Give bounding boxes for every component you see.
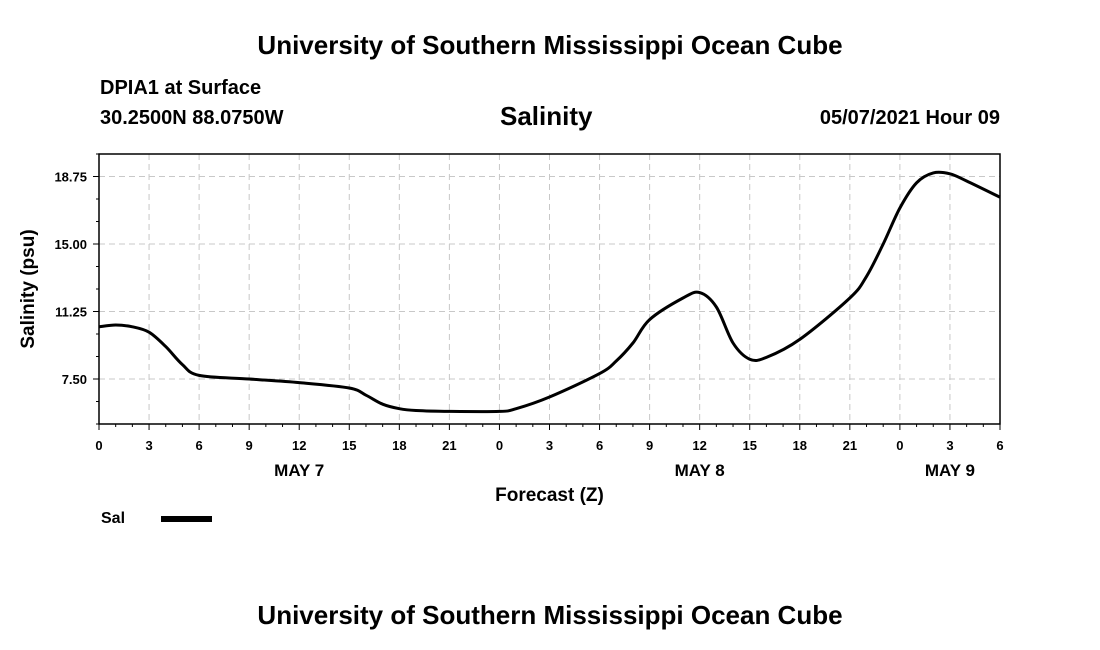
data-point <box>498 410 500 412</box>
x-tick-label: 15 <box>342 438 356 453</box>
data-point <box>515 408 517 410</box>
data-point <box>448 410 450 412</box>
x-tick-label: 18 <box>392 438 406 453</box>
data-point <box>198 374 200 376</box>
data-point <box>615 360 617 362</box>
y-tick-label: 18.75 <box>54 170 87 185</box>
data-point <box>98 326 100 328</box>
x-tick-label: 3 <box>546 438 553 453</box>
x-tick-label: 9 <box>246 438 253 453</box>
x-tick-label: 0 <box>496 438 503 453</box>
data-point <box>298 381 300 383</box>
data-point <box>698 291 700 293</box>
data-point <box>365 394 367 396</box>
data-point <box>114 324 116 326</box>
data-point <box>148 331 150 333</box>
data-point <box>965 180 967 182</box>
x-tick-label: 12 <box>692 438 706 453</box>
y-tick-label: 15.00 <box>54 237 87 252</box>
y-axis-title: Salinity (psu) <box>18 229 39 348</box>
x-day-label: MAY 9 <box>925 461 975 480</box>
x-tick-label: 15 <box>742 438 756 453</box>
axis-ticks <box>93 153 1001 430</box>
x-tick-label: 18 <box>793 438 807 453</box>
data-point <box>131 326 133 328</box>
data-point <box>932 172 934 174</box>
data-point <box>749 358 751 360</box>
data-point <box>248 378 250 380</box>
station-label: DPIA1 at Surface <box>100 77 262 99</box>
data-point <box>849 297 851 299</box>
data-point <box>865 275 867 277</box>
x-tick-label: 12 <box>292 438 306 453</box>
data-point <box>548 396 550 398</box>
x-day-label: MAY 8 <box>675 461 725 480</box>
data-point <box>882 243 884 245</box>
x-tick-label: 6 <box>596 438 603 453</box>
footer-title: University of Southern Mississippi Ocean… <box>257 600 843 630</box>
data-point <box>799 338 801 340</box>
y-tick-label: 7.50 <box>62 372 87 387</box>
data-point <box>915 182 917 184</box>
axis-labels: 0 3 6 9 12 15 18 21 0 3 6 9 12 15 18 21 0 3 6 7.50 11.25 15.0… <box>18 170 1004 507</box>
data-point <box>949 173 951 175</box>
data-point <box>598 372 600 374</box>
data-point <box>999 196 1001 198</box>
data-point <box>632 342 634 344</box>
data-point <box>348 387 350 389</box>
x-tick-label: 3 <box>145 438 152 453</box>
data-point <box>715 306 717 308</box>
x-tick-label: 9 <box>646 438 653 453</box>
x-tick-label: 3 <box>946 438 953 453</box>
forecast-datetime: 05/07/2021 Hour 09 <box>819 107 1000 129</box>
grid-lines <box>99 154 1000 424</box>
x-tick-label: 0 <box>95 438 102 453</box>
x-tick-label: 21 <box>442 438 456 453</box>
station-coordinates: 30.2500N 88.0750W <box>100 107 284 129</box>
x-tick-label: 6 <box>996 438 1003 453</box>
y-tick-label: 11.25 <box>55 305 87 320</box>
data-point <box>765 356 767 358</box>
plot-frame <box>98 153 1001 425</box>
x-day-label: MAY 7 <box>274 461 324 480</box>
x-tick-label: 6 <box>195 438 202 453</box>
data-point <box>899 207 901 209</box>
x-axis-title: Forecast (Z) <box>495 485 604 506</box>
data-point <box>732 342 734 344</box>
legend-swatch <box>161 516 212 522</box>
data-point <box>415 409 417 411</box>
data-point <box>381 403 383 405</box>
data-point <box>165 345 167 347</box>
legend-label: Sal <box>101 510 126 527</box>
page-title: University of Southern Mississippi Ocean… <box>257 30 843 60</box>
data-point <box>648 318 650 320</box>
chart-title: Salinity <box>500 101 593 131</box>
data-point <box>682 297 684 299</box>
series-layer <box>98 170 1001 414</box>
x-tick-label: 21 <box>843 438 857 453</box>
data-point <box>181 363 183 365</box>
data-point <box>398 408 400 410</box>
series-line-sal <box>98 170 1001 414</box>
x-tick-label: 0 <box>896 438 903 453</box>
